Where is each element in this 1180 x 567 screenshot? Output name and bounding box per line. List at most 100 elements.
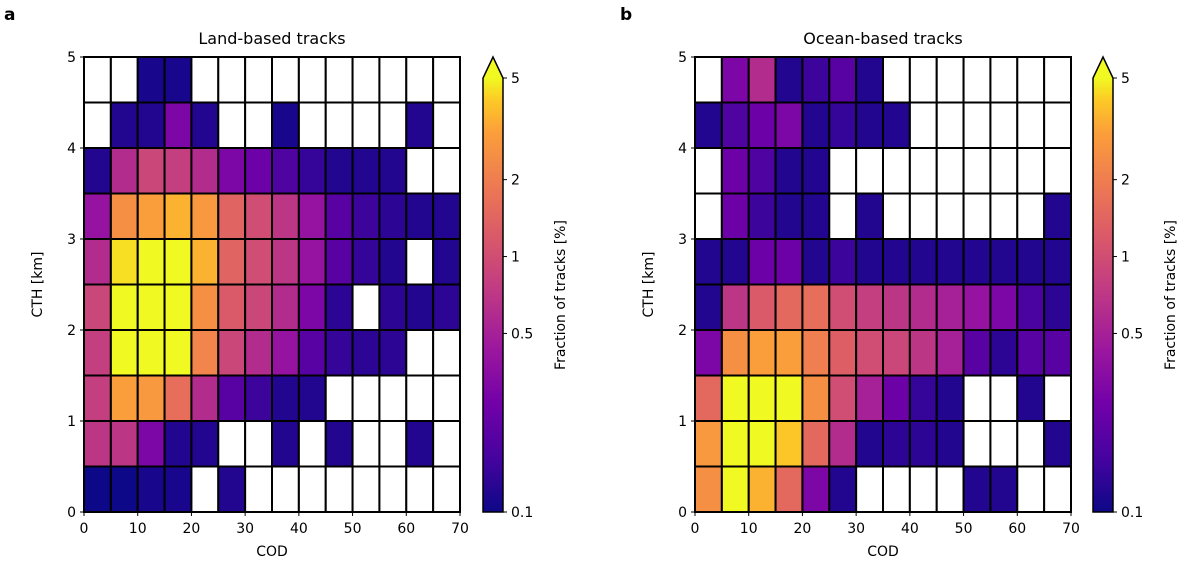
heatmap-cell <box>882 192 911 240</box>
heatmap-cell <box>83 283 112 331</box>
heatmap-cell <box>962 238 992 286</box>
heatmap-cell <box>989 329 1019 377</box>
x-tick-label: 20 <box>183 521 201 537</box>
heatmap-cell <box>83 56 112 104</box>
heatmap-cell <box>720 101 750 149</box>
heatmap-cell <box>136 420 166 468</box>
heatmap-cell <box>83 238 112 286</box>
colorbar-tick-label: 1 <box>1121 250 1130 266</box>
heatmap-cell <box>190 56 220 104</box>
panel-ocean: b Ocean-based tracks 0 10 20 30 40 50 60 70 0 1 2 3 4 5… <box>620 5 1179 560</box>
heatmap-cell <box>432 238 461 286</box>
heatmap-cell <box>432 465 461 513</box>
heatmap-cell <box>83 465 112 513</box>
heatmap-cell <box>271 374 300 422</box>
colorbar: 0.1 0.5 1 2 5 Fraction of tracks [%] <box>482 55 569 521</box>
heatmap-cell <box>163 420 193 468</box>
x-tick-label: 40 <box>901 521 919 537</box>
heatmap-cell <box>828 283 858 331</box>
heatmap-cell <box>694 56 723 104</box>
heatmap-cell <box>432 283 461 331</box>
x-tick-label: 30 <box>847 521 865 537</box>
heatmap-cell <box>351 101 381 149</box>
heatmap-cell <box>882 56 911 104</box>
heatmap-cell <box>774 420 804 468</box>
heatmap-cell <box>378 192 408 240</box>
y-tick-label: 2 <box>678 323 687 339</box>
heatmap-cell <box>828 238 858 286</box>
heatmap-cell <box>908 283 938 331</box>
heatmap-cell <box>405 101 435 149</box>
heatmap-cell <box>962 329 992 377</box>
y-tick-label: 0 <box>67 505 76 521</box>
x-tick-label: 70 <box>451 521 469 537</box>
heatmap-cell <box>378 465 408 513</box>
heatmap-cell <box>828 101 858 149</box>
heatmap-cell <box>747 465 777 513</box>
heatmap-cell <box>244 192 273 240</box>
heatmap-cell <box>163 192 193 240</box>
y-tick-label: 4 <box>678 141 687 157</box>
heatmap-cell <box>962 192 992 240</box>
heatmap-cell <box>962 420 992 468</box>
heatmap-cell <box>882 420 911 468</box>
heatmap-cell <box>432 329 461 377</box>
heatmap-cell <box>297 465 327 513</box>
heatmap-cell <box>217 56 247 104</box>
heatmap-cell <box>989 420 1019 468</box>
heatmap-cell <box>1043 238 1072 286</box>
heatmap-cell <box>747 420 777 468</box>
heatmap-cell <box>801 56 831 104</box>
heatmap-cell <box>908 147 938 195</box>
heatmap-cell <box>989 283 1019 331</box>
heatmap-cell <box>801 420 831 468</box>
x-axis-label: COD <box>867 544 899 560</box>
heatmap-cell <box>908 101 938 149</box>
heatmap-cell <box>324 374 354 422</box>
heatmap-cell <box>244 374 273 422</box>
heatmap-cell <box>855 283 885 331</box>
heatmap-cell <box>1016 56 1046 104</box>
heatmap-cell <box>801 101 831 149</box>
heatmap-cell <box>774 283 804 331</box>
heatmap-cell <box>1016 465 1046 513</box>
heatmap-cell <box>747 56 777 104</box>
heatmap-cell <box>136 56 166 104</box>
heatmap-cell <box>190 101 220 149</box>
heatmap-cell <box>83 147 112 195</box>
heatmap-cell <box>324 192 354 240</box>
heatmap-cell <box>378 374 408 422</box>
heatmap-cell <box>190 283 220 331</box>
x-axis-label: COD <box>256 544 288 560</box>
heatmap-cell <box>378 420 408 468</box>
x-tick-label: 70 <box>1062 521 1080 537</box>
heatmap-cell <box>1043 465 1072 513</box>
heatmap-cell <box>109 420 139 468</box>
heatmap-cell <box>774 374 804 422</box>
heatmap-cell <box>432 192 461 240</box>
heatmap-cell <box>190 465 220 513</box>
heatmap-cell <box>190 374 220 422</box>
heatmap-cell <box>136 374 166 422</box>
heatmap-cell <box>83 329 112 377</box>
heatmap-cell <box>882 147 911 195</box>
heatmap-cell <box>935 238 965 286</box>
heatmap-cell <box>882 238 911 286</box>
plot-frame <box>83 56 461 513</box>
heatmap-cell <box>694 192 723 240</box>
heatmap-cell <box>83 420 112 468</box>
heatmap-cell <box>774 192 804 240</box>
y-tick-label: 4 <box>67 141 76 157</box>
heatmap-cell <box>828 374 858 422</box>
heatmap-cell <box>378 56 408 104</box>
y-tick-label: 5 <box>678 50 687 66</box>
heatmap-cell <box>217 238 247 286</box>
heatmap-cell <box>297 192 327 240</box>
heatmap-cell <box>774 101 804 149</box>
heatmap-cell <box>271 329 300 377</box>
chart-title: Land-based tracks <box>198 29 345 48</box>
heatmap-cell <box>163 374 193 422</box>
heatmap-cell <box>163 465 193 513</box>
heatmap-cell <box>801 238 831 286</box>
heatmap-cell <box>855 420 885 468</box>
